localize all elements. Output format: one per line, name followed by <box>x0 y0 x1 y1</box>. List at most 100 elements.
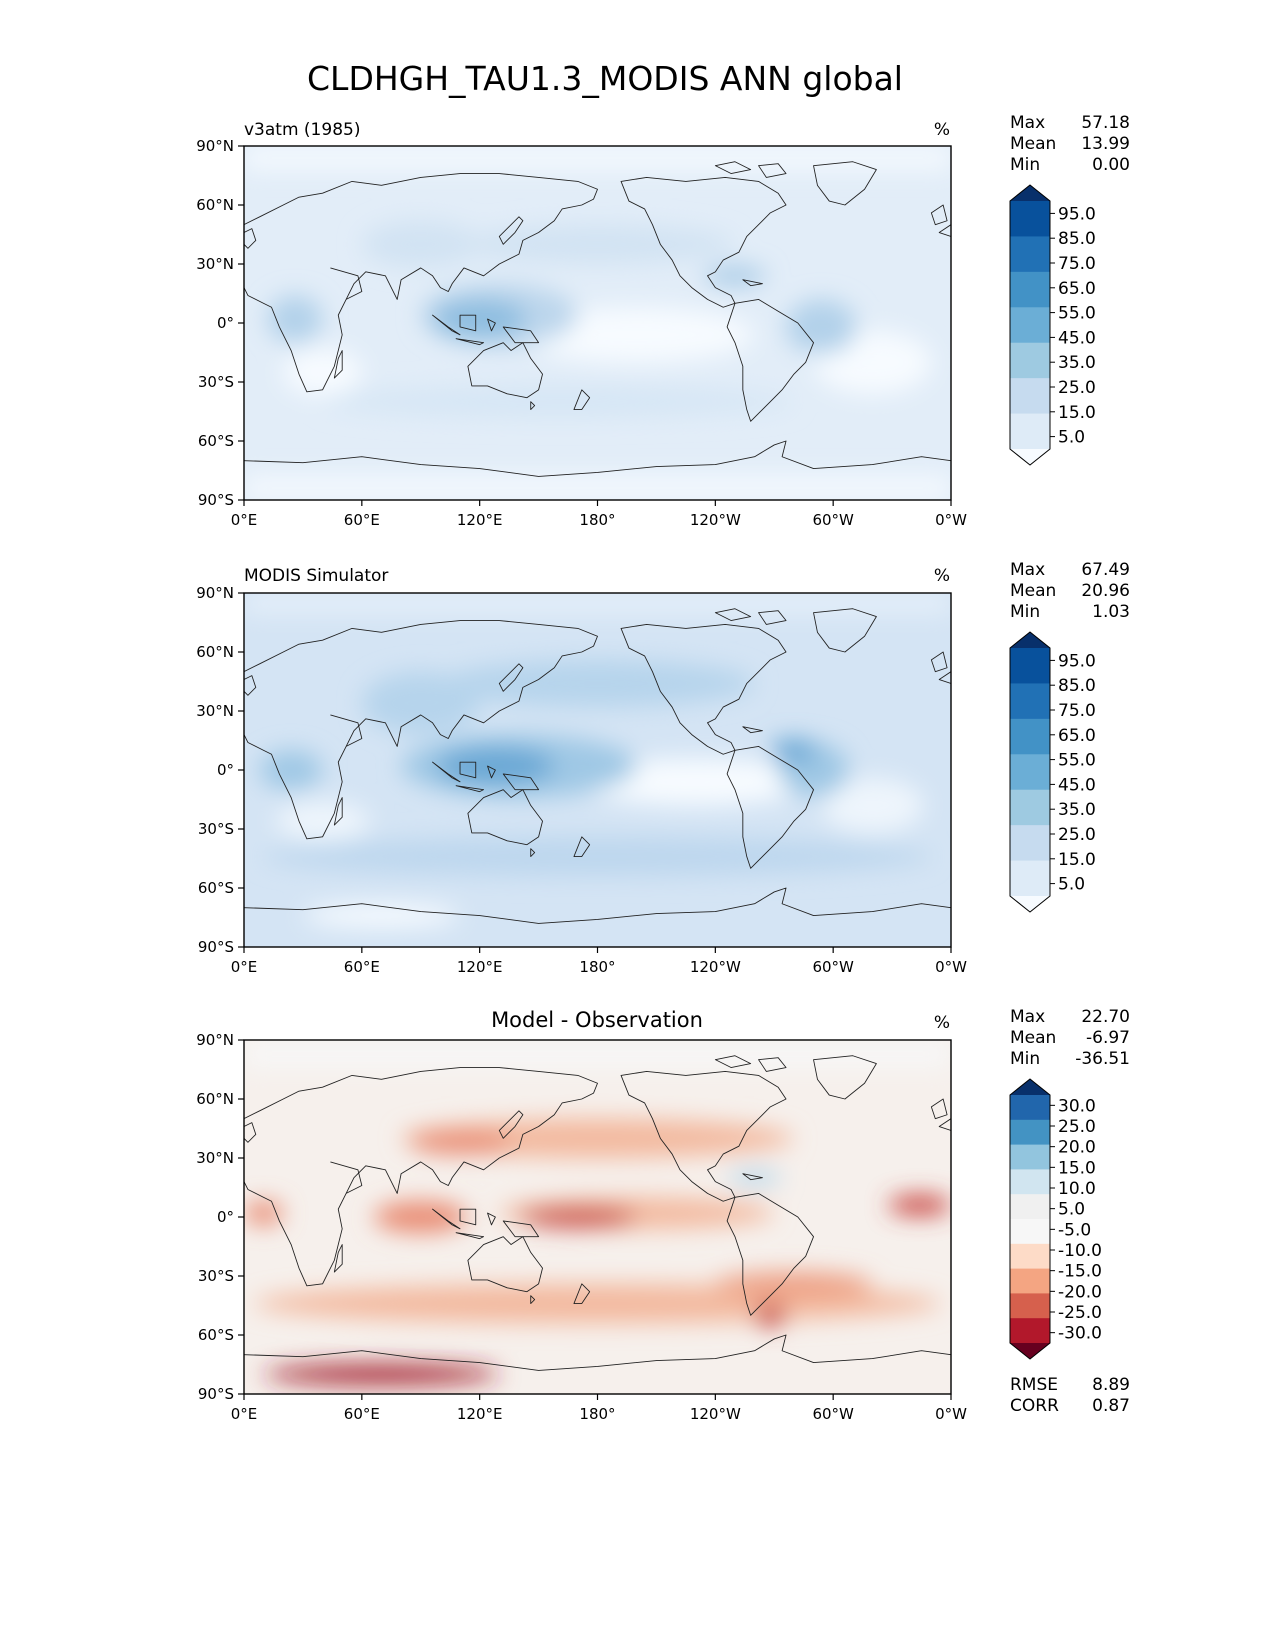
x-tick-label: 120°W <box>690 511 741 529</box>
x-tick-label: 60°W <box>812 1405 854 1423</box>
colorbar-outline <box>1009 184 1051 466</box>
y-tick-label: 90°N <box>196 584 234 602</box>
panel-2: MODIS Simulator % <box>196 560 1130 976</box>
y-tick-label: 60°N <box>196 1090 234 1108</box>
y-tick-label: 60°S <box>198 432 234 450</box>
colorbar-swatch <box>1010 413 1050 450</box>
panel-3-min-label: Min <box>1010 1049 1040 1069</box>
y-tick-label: 0° <box>217 761 234 779</box>
colorbar-swatch <box>1010 1095 1050 1121</box>
colorbar-tick-label: 15.0 <box>1058 403 1096 423</box>
y-tick-label: 30°N <box>196 702 234 720</box>
x-tick-label: 120°W <box>690 958 741 976</box>
panel-3-mean-label: Mean <box>1010 1028 1056 1048</box>
colorbar-tick-label: 85.0 <box>1058 676 1096 696</box>
panel-1-stats: Max 57.18 Mean 13.99 Min 0.00 <box>1010 113 1130 175</box>
panel-1-title: v3atm (1985) <box>244 120 360 140</box>
panel-3-axes: 0°E 60°E 120°E 180° 120°W 60°W 0°W 90°N 60°N 30°N… <box>196 1031 967 1423</box>
panel-1-axes: 0°E 60°E 120°E 180° 120°W 60°W 0°W 90°N 60°N 30°N… <box>196 137 967 529</box>
colorbar-swatch <box>1010 1169 1050 1195</box>
colorbar-tick-label: 35.0 <box>1058 353 1096 373</box>
corr-value: 0.87 <box>1092 1396 1130 1416</box>
colorbar-swatch <box>1010 648 1050 684</box>
panel-3-title: Model - Observation <box>491 1008 703 1032</box>
y-tick-label: 30°N <box>196 255 234 273</box>
y-tick-label: 0° <box>217 1208 234 1226</box>
colorbar-swatch <box>1010 1243 1050 1270</box>
panel-1-mean-label: Mean <box>1010 134 1056 154</box>
panel-2-title: MODIS Simulator <box>244 566 388 586</box>
colorbar-swatch <box>1010 1268 1050 1294</box>
x-tick-label: 0°W <box>935 958 967 976</box>
x-tick-label: 60°W <box>812 511 854 529</box>
x-tick-label: 120°E <box>457 511 503 529</box>
colorbar-swatch <box>1010 1293 1050 1319</box>
y-tick-label: 90°S <box>198 938 234 956</box>
colorbar-outline <box>1009 631 1051 913</box>
colorbar-tick-label: 45.0 <box>1058 775 1096 795</box>
colorbar-tick-label: 45.0 <box>1058 328 1096 348</box>
colorbar-tick-label: 5.0 <box>1058 875 1085 895</box>
colorbar-tick-label: 65.0 <box>1058 726 1096 746</box>
colorbar-tick-label: 75.0 <box>1058 701 1096 721</box>
colorbar-tick-label: 15.0 <box>1058 850 1096 870</box>
panel-3-max-label: Max <box>1010 1007 1045 1027</box>
colorbar-extend-min <box>1010 896 1050 912</box>
panel-1: v3atm (1985) % <box>196 113 1130 529</box>
panel-3-max-value: 22.70 <box>1081 1007 1130 1027</box>
colorbar-swatch <box>1010 1119 1050 1146</box>
colorbar-swatch <box>1010 860 1050 897</box>
colorbar-tick-label: 5.0 <box>1058 428 1085 448</box>
x-tick-label: 60°E <box>344 1405 380 1423</box>
colorbar-extend-max <box>1010 185 1050 201</box>
x-tick-label: 0°E <box>231 958 258 976</box>
panel-1-min-label: Min <box>1010 155 1040 175</box>
colorbar-tick-label: 85.0 <box>1058 229 1096 249</box>
y-tick-label: 0° <box>217 314 234 332</box>
panel-2-map <box>243 592 952 948</box>
colorbar-swatch <box>1010 271 1050 308</box>
panel-1-max-value: 57.18 <box>1081 113 1130 133</box>
x-tick-label: 120°W <box>690 1405 741 1423</box>
colorbar-swatch <box>1010 342 1050 379</box>
colorbar-tick-label: -15.0 <box>1058 1262 1102 1282</box>
colorbar-swatch <box>1010 683 1050 720</box>
colorbar-tick-label: 25.0 <box>1058 825 1096 845</box>
x-tick-label: 0°E <box>231 1405 258 1423</box>
colorbar-tick-label: 55.0 <box>1058 751 1096 771</box>
colorbar-tick-label: 25.0 <box>1058 1117 1096 1137</box>
panel-3-map <box>243 1039 952 1395</box>
colorbar-tick-label: -30.0 <box>1058 1324 1102 1344</box>
colorbar-tick-label: -10.0 <box>1058 1241 1102 1261</box>
colorbar-tick-label: -20.0 <box>1058 1282 1102 1302</box>
panel-2-max-label: Max <box>1010 560 1045 580</box>
colorbar-swatch <box>1010 789 1050 826</box>
colorbar-tick-label: 55.0 <box>1058 304 1096 324</box>
panel-3: Model - Observation % <box>196 1007 1130 1423</box>
panel-3-units: % <box>934 1013 950 1033</box>
colorbar-tick-label: 10.0 <box>1058 1179 1096 1199</box>
panel-2-mean-value: 20.96 <box>1081 581 1130 601</box>
colorbar-tick-label: -25.0 <box>1058 1303 1102 1323</box>
y-tick-label: 90°S <box>198 1385 234 1403</box>
rmse-value: 8.89 <box>1092 1375 1130 1395</box>
x-tick-label: 60°W <box>812 958 854 976</box>
y-tick-label: 30°S <box>198 373 234 391</box>
colorbar-tick-label: 30.0 <box>1058 1096 1096 1116</box>
panel-3-mean-value: -6.97 <box>1086 1028 1130 1048</box>
colorbar-swatch <box>1010 1318 1050 1344</box>
colorbar-extend-max <box>1010 1079 1050 1095</box>
panel-1-max-label: Max <box>1010 113 1045 133</box>
colorbar-swatch <box>1010 1219 1050 1245</box>
colorbar-swatch <box>1010 236 1050 273</box>
panel-2-min-label: Min <box>1010 602 1040 622</box>
panel-3-colorbar: 30.025.020.015.010.05.0-5.0-10.0-15.0-20… <box>1009 1078 1102 1360</box>
colorbar-tick-label: 35.0 <box>1058 800 1096 820</box>
panel-2-max-value: 67.49 <box>1081 560 1130 580</box>
panel-3-min-value: -36.51 <box>1075 1049 1130 1069</box>
x-tick-label: 180° <box>579 511 615 529</box>
y-tick-label: 60°S <box>198 879 234 897</box>
panel-2-colorbar: 95.0 85.0 75.0 65.0 55.0 45.0 35.0 25.0 15.0 5.0 <box>1009 631 1096 913</box>
colorbar-extend-min <box>1010 1343 1050 1359</box>
